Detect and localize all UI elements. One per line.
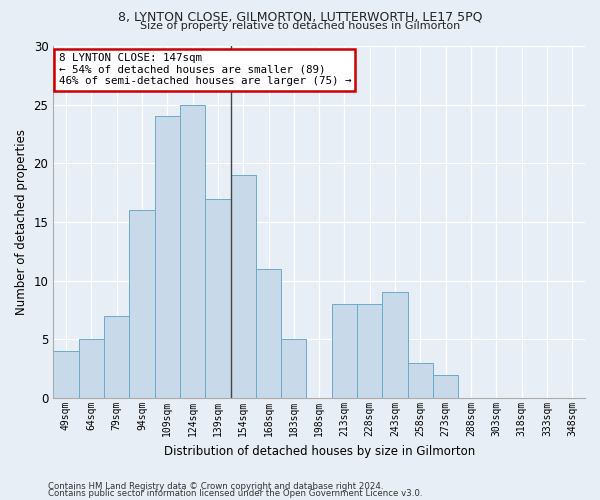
Text: Contains HM Land Registry data © Crown copyright and database right 2024.: Contains HM Land Registry data © Crown c… (48, 482, 383, 491)
Bar (53, 351, 79, 398)
Bar (256, 269, 281, 398)
Bar (433, 374, 458, 398)
Bar (155, 116, 180, 398)
Bar (332, 304, 357, 398)
Bar (382, 292, 408, 398)
Bar (79, 340, 104, 398)
Bar (104, 316, 129, 398)
Text: 8, LYNTON CLOSE, GILMORTON, LUTTERWORTH, LE17 5PQ: 8, LYNTON CLOSE, GILMORTON, LUTTERWORTH,… (118, 11, 482, 24)
Bar (180, 104, 205, 398)
Bar (205, 198, 230, 398)
Text: Size of property relative to detached houses in Gilmorton: Size of property relative to detached ho… (140, 21, 460, 31)
Text: Contains public sector information licensed under the Open Government Licence v3: Contains public sector information licen… (48, 489, 422, 498)
Bar (408, 363, 433, 398)
Bar (357, 304, 382, 398)
X-axis label: Distribution of detached houses by size in Gilmorton: Distribution of detached houses by size … (164, 444, 475, 458)
Bar (230, 175, 256, 398)
Bar (129, 210, 155, 398)
Bar (281, 340, 307, 398)
Text: 8 LYNTON CLOSE: 147sqm
← 54% of detached houses are smaller (89)
46% of semi-det: 8 LYNTON CLOSE: 147sqm ← 54% of detached… (59, 53, 351, 86)
Y-axis label: Number of detached properties: Number of detached properties (15, 129, 28, 315)
